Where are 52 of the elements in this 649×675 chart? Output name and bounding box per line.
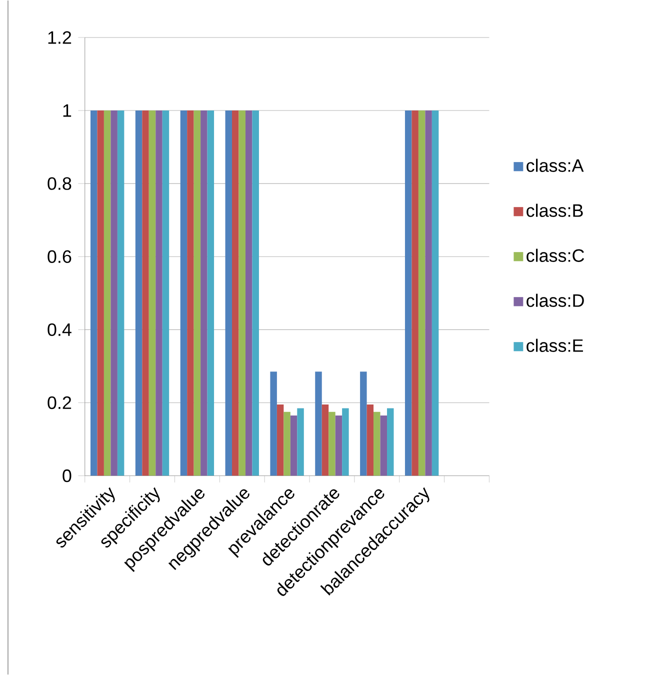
legend-label: class:B [526, 204, 583, 217]
bar [97, 110, 104, 476]
bar [200, 110, 208, 476]
legend-label: class:E [526, 338, 583, 352]
y-tick-label: 0.8 [48, 177, 72, 190]
y-tick-label: 0 [62, 469, 72, 482]
legend-label: class:A [526, 158, 584, 172]
bar [276, 404, 284, 476]
bar [322, 404, 329, 476]
bar [246, 110, 252, 476]
bar [342, 408, 349, 476]
bar [360, 372, 367, 476]
bar [225, 110, 232, 476]
bar [162, 110, 170, 476]
bar [104, 110, 111, 476]
bar [284, 412, 290, 476]
bar [238, 110, 246, 476]
bar [156, 110, 162, 476]
legend-label: class:C [526, 248, 584, 262]
bar [412, 110, 418, 476]
bar [418, 110, 426, 476]
y-tick-label: 0.2 [48, 396, 72, 410]
bar [328, 412, 336, 476]
bar [366, 404, 374, 476]
bar [374, 412, 380, 476]
y-tick-label: 0.6 [48, 250, 72, 263]
bar [387, 408, 394, 476]
y-tick-label: 0.4 [48, 323, 72, 336]
bar [252, 110, 259, 476]
bar [110, 110, 118, 476]
y-tick-label: 1.2 [48, 31, 72, 44]
bar [142, 110, 149, 476]
bar [117, 110, 124, 476]
bar [404, 110, 412, 476]
bar [290, 416, 298, 476]
y-tick-label: 1 [63, 104, 72, 117]
bar [432, 110, 439, 476]
bar [315, 372, 322, 476]
bar [194, 110, 201, 476]
bar [335, 416, 342, 476]
bar [148, 110, 156, 476]
bar [90, 110, 98, 476]
bar [135, 110, 142, 476]
bar [297, 408, 304, 476]
bar [380, 416, 388, 476]
legend-label: class:D [526, 294, 584, 307]
bar [270, 372, 277, 476]
bar [180, 110, 188, 476]
bar [425, 110, 432, 476]
bar [232, 110, 239, 476]
bar [187, 110, 194, 476]
bar [207, 110, 214, 476]
